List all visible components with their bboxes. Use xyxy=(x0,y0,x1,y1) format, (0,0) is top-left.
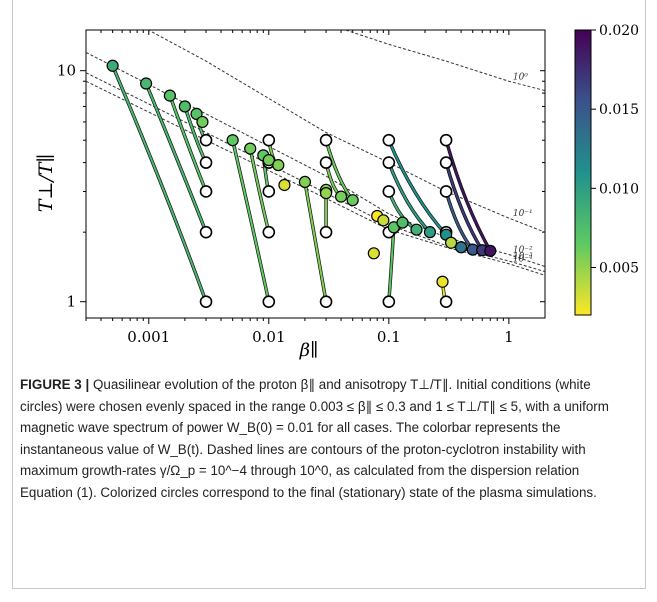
final-state-point xyxy=(346,194,359,207)
final-state-point xyxy=(139,77,153,90)
final-state-point xyxy=(244,142,257,155)
initial-condition-point xyxy=(199,295,213,308)
final-state-point xyxy=(444,236,458,249)
final-state-point xyxy=(226,134,239,147)
initial-condition-point xyxy=(262,225,276,239)
initial-condition-point xyxy=(439,156,453,169)
contour-label: 10⁻³ xyxy=(513,252,533,262)
initial-condition-point xyxy=(382,133,396,147)
trajectory-line xyxy=(249,147,270,234)
colorbar: 0.005 0.010 0.015 0.020 xyxy=(574,23,639,316)
contour-line xyxy=(147,30,545,233)
trajectory-line xyxy=(387,161,431,234)
final-state-point xyxy=(298,175,312,189)
initial-condition-point xyxy=(262,133,276,147)
colorbar-tick-label: 0.020 xyxy=(599,23,639,39)
chart: 0.001 0.01 0.1 1 1 10 10⁰ 10⁻¹ 10⁻²10⁻³10⁻⁴ 0.0… xyxy=(35,23,639,361)
initial-condition-point xyxy=(439,133,453,147)
final-state-point xyxy=(377,214,390,227)
initial-condition-point xyxy=(439,295,453,308)
plot-frame xyxy=(85,29,546,319)
initial-condition-point xyxy=(199,133,213,147)
x-tick-label: 0.01 xyxy=(252,328,285,346)
colorbar-tick-label: 0.005 xyxy=(599,261,639,277)
contour-label: 10⁻² xyxy=(513,246,533,256)
contour-line xyxy=(343,30,545,92)
final-state-point xyxy=(334,190,348,203)
trajectory-outline xyxy=(444,138,492,253)
trajectory-line xyxy=(111,64,208,303)
colorbar-bar xyxy=(574,29,592,316)
x-tick-label: 1 xyxy=(504,328,514,346)
final-state-point xyxy=(423,226,437,239)
initial-condition-point xyxy=(199,156,213,169)
initial-condition-point xyxy=(382,295,396,308)
final-states xyxy=(106,59,497,288)
initial-condition-point xyxy=(382,185,396,198)
final-state-point xyxy=(190,107,203,120)
initial-condition-point xyxy=(199,185,213,198)
contour-line xyxy=(86,51,545,267)
trajectory-line xyxy=(387,139,448,236)
final-state-point xyxy=(278,178,291,192)
final-state-point xyxy=(163,89,177,102)
x-tick-label: 0.001 xyxy=(127,328,170,346)
trajectory-line xyxy=(168,94,208,193)
x-tick-label: 0.1 xyxy=(377,328,401,346)
final-state-point xyxy=(454,241,468,254)
final-state-point xyxy=(436,275,449,288)
final-state-point xyxy=(367,247,380,260)
initial-condition-point xyxy=(319,156,333,169)
final-state-point xyxy=(106,59,119,72)
initial-condition-point xyxy=(262,295,276,308)
initial-condition-point xyxy=(199,225,213,239)
trajectory-line xyxy=(145,82,208,234)
initial-condition-point xyxy=(439,185,453,198)
initial-condition-point xyxy=(319,295,333,308)
plot-axes: 0.001 0.01 0.1 1 1 10 xyxy=(57,29,546,346)
caption-text: Quasilinear evolution of the proton β∥ a… xyxy=(20,377,609,500)
contour-label: 10⁻¹ xyxy=(513,209,533,219)
colorbar-tick-label: 0.015 xyxy=(599,102,639,118)
initial-condition-point xyxy=(382,156,396,169)
contour-label: 10⁻⁴ xyxy=(513,255,533,265)
final-state-point xyxy=(178,100,191,113)
final-state-point xyxy=(396,216,409,229)
final-state-point xyxy=(262,154,275,167)
initial-condition-point xyxy=(319,133,333,147)
x-axis-label: β∥ xyxy=(299,340,319,361)
y-axis-label: T⊥/T∥ xyxy=(35,154,57,212)
figure-frame xyxy=(12,0,646,589)
final-state-point xyxy=(410,223,423,236)
colorbar-tick-label: 0.010 xyxy=(599,181,639,197)
final-state-point xyxy=(319,187,333,200)
initial-condition-point xyxy=(319,225,333,239)
y-tick-label: 1 xyxy=(66,293,76,311)
trajectory-line xyxy=(231,139,270,303)
y-tick-label: 10 xyxy=(57,62,76,80)
trajectory-line xyxy=(445,139,492,252)
final-state-point xyxy=(196,115,209,129)
caption-lead: FIGURE 3 | xyxy=(20,377,90,392)
final-state-point xyxy=(484,244,497,257)
trajectory-line xyxy=(445,161,484,252)
trajectory-line xyxy=(303,180,328,303)
initial-condition-point xyxy=(262,185,276,198)
contour-label: 10⁰ xyxy=(513,72,528,82)
figure-caption: FIGURE 3 | Quasilinear evolution of the … xyxy=(20,374,632,503)
final-state-point xyxy=(272,159,285,172)
